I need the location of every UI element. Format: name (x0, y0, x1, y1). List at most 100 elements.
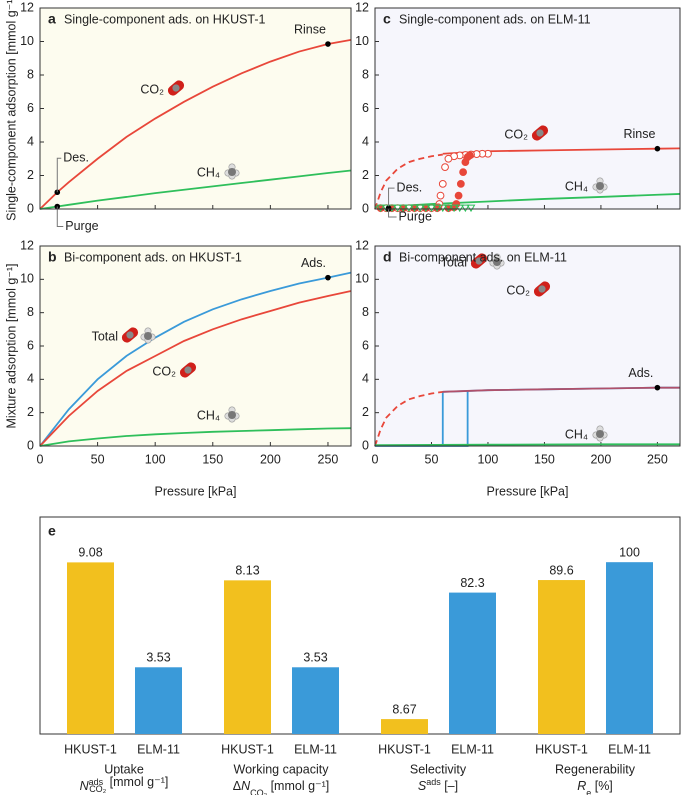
icon-part (536, 129, 544, 137)
y-axis-label: Mixture adsorption [mmol g⁻¹] (4, 264, 18, 429)
point (325, 41, 331, 47)
panel-label: a (48, 11, 56, 27)
point-label: Ads. (301, 256, 326, 270)
y-tick-label: 6 (27, 338, 34, 352)
panel-label: d (383, 249, 392, 265)
group-title: Regenerability (555, 762, 636, 776)
series-line (374, 390, 443, 447)
plot-frame (374, 7, 681, 210)
series-line (39, 427, 352, 447)
y-tick-label: 12 (355, 0, 369, 14)
y-tick-label: 0 (362, 438, 369, 452)
y-tick-label: 0 (362, 201, 369, 215)
category-label: HKUST-1 (378, 742, 431, 756)
co2-icon (167, 80, 185, 96)
co2-icon (179, 362, 197, 378)
metric-part: N (241, 779, 251, 793)
x-tick-label: 50 (91, 452, 105, 466)
series-label: CO₂ (506, 283, 530, 297)
category-label: ELM-11 (451, 742, 494, 756)
series-line (442, 386, 680, 393)
circle-marker (444, 154, 453, 163)
x-tick-label: 50 (425, 452, 439, 466)
co2-icon (533, 281, 551, 297)
y-tick-label: 12 (20, 238, 34, 252)
triangle-marker (404, 204, 414, 213)
ch4-icon (592, 177, 608, 194)
circle-marker (441, 163, 449, 172)
icon-part (228, 411, 236, 419)
triangle-marker (415, 204, 425, 213)
x-tick-label: 250 (318, 452, 339, 466)
icon-part (596, 430, 604, 438)
bar (606, 562, 653, 734)
y-tick-label: 4 (27, 372, 34, 386)
y-tick-label: 10 (20, 34, 34, 48)
x-tick-label: 200 (590, 452, 611, 466)
y-tick-label: 2 (362, 405, 369, 419)
triangle-marker (449, 204, 459, 213)
category-label: ELM-11 (294, 742, 337, 756)
series-line (39, 271, 352, 447)
triangle-marker (438, 204, 448, 213)
metric-part: ads (89, 777, 104, 787)
value-label: 82.3 (460, 576, 484, 590)
connector (388, 187, 395, 209)
metric-label: Re [%] (577, 779, 613, 795)
metric-part: [%] (591, 779, 613, 793)
point-label: Ads. (628, 366, 653, 380)
circle-marker (459, 168, 468, 177)
co2-icon (531, 125, 549, 141)
triangle-marker (455, 204, 465, 213)
x-tick-label: 100 (145, 452, 166, 466)
y-tick-label: 8 (27, 67, 34, 81)
co2-icon (470, 253, 488, 269)
y-tick-label: 0 (27, 438, 34, 452)
bar (135, 667, 182, 734)
series-line (39, 38, 352, 210)
triangle-marker (398, 204, 408, 213)
series-label: CH₄ (565, 427, 588, 441)
panel-label: e (48, 523, 56, 539)
y-tick-label: 10 (20, 272, 34, 286)
plot-background (375, 246, 680, 446)
ch4-icon (489, 253, 505, 270)
category-label: ELM-11 (608, 742, 651, 756)
series-label: CO₂ (152, 364, 176, 378)
circle-marker (465, 151, 474, 160)
ch4-icon (224, 406, 240, 423)
series-label: CH₄ (565, 179, 588, 193)
panel-title: Bi-component ads. on ELM-11 (399, 250, 567, 264)
y-tick-label: 6 (362, 338, 369, 352)
y-tick-label: 6 (27, 101, 34, 115)
plot-frame (39, 7, 352, 210)
triangle-marker (466, 204, 476, 213)
icon-part (144, 332, 152, 340)
series-label: CO₂ (140, 82, 164, 96)
icon-part (228, 168, 236, 176)
triangle-marker (376, 204, 386, 213)
group-title: Uptake (104, 762, 144, 776)
x-tick-label: 150 (202, 452, 223, 466)
bar (538, 580, 585, 734)
ch4-icon (140, 327, 156, 344)
icon-part (596, 182, 604, 190)
series-line (374, 153, 443, 210)
metric-part: CO₂ (89, 784, 107, 794)
panel-label: c (383, 11, 391, 27)
y-tick-label: 4 (362, 134, 369, 148)
bar (67, 562, 114, 734)
icon-part (126, 331, 134, 339)
icon-part (538, 285, 546, 293)
value-label: 100 (619, 545, 640, 559)
metric-part: e (586, 788, 591, 795)
triangle-marker (410, 204, 419, 213)
metric-part: [–] (441, 779, 458, 793)
circle-marker (438, 179, 447, 188)
group-title: Working capacity (234, 762, 330, 776)
metric-part: [mmol g⁻¹] (106, 775, 168, 789)
series-line (39, 290, 352, 447)
point-label: Purge (399, 209, 432, 223)
bar (449, 592, 496, 734)
